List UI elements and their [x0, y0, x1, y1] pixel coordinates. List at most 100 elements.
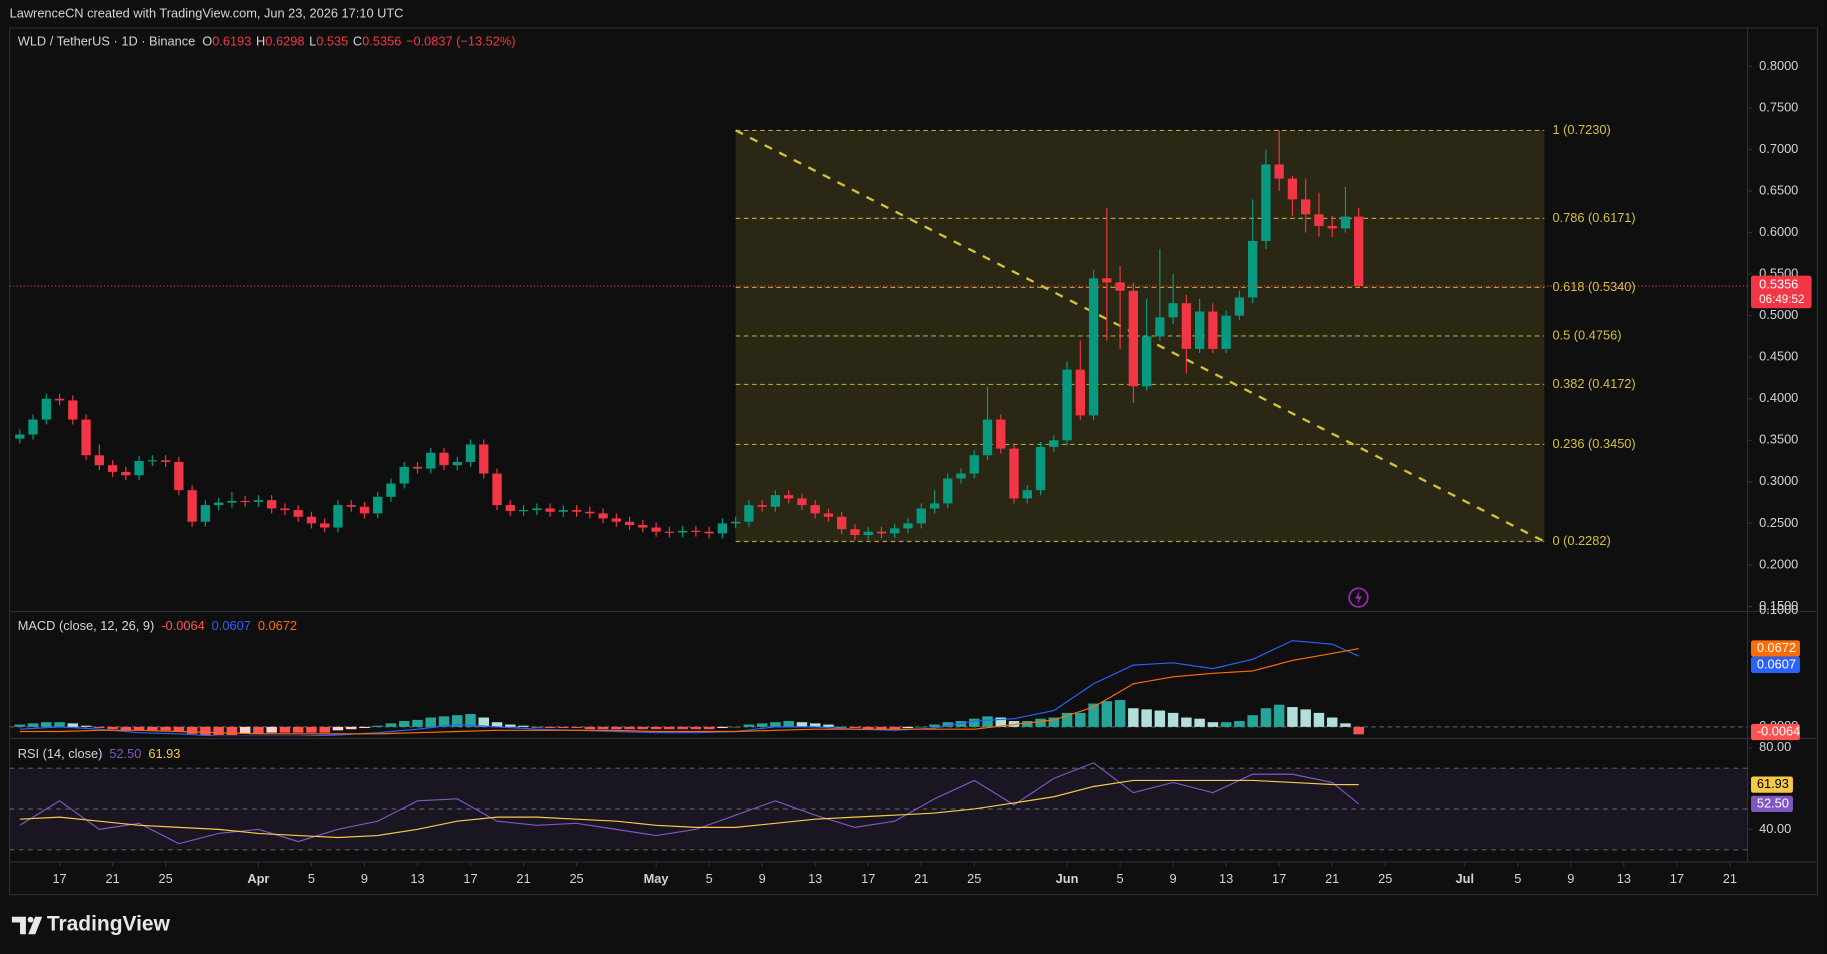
candle-body: [346, 505, 356, 507]
candle-body: [1327, 225, 1337, 229]
x-tick-label: Apr: [247, 871, 269, 886]
candle-body: [240, 500, 250, 503]
axis-value: -0.0064: [1757, 723, 1800, 738]
candle-body: [1128, 290, 1139, 387]
fib-label: 0.382 (0.4172): [1552, 376, 1635, 391]
macd-histogram-bar: [942, 722, 953, 727]
macd-histogram-bar: [876, 726, 887, 730]
rsi-value: 61.93: [1757, 776, 1789, 791]
macd-histogram-bar: [491, 722, 503, 727]
x-tick-label: 21: [516, 871, 530, 886]
candle-body: [624, 521, 635, 526]
macd-histogram-bar: [584, 726, 596, 730]
x-tick-label: 13: [808, 871, 822, 886]
macd-histogram-bar: [1035, 718, 1046, 727]
alert-icon[interactable]: [1348, 587, 1369, 608]
macd-histogram-bar: [717, 726, 728, 729]
candle-body: [797, 498, 807, 506]
macd-histogram-bar: [664, 726, 675, 730]
x-tick-label: 25: [159, 871, 173, 886]
candle-body: [996, 419, 1006, 449]
last-price-box: [1751, 275, 1812, 309]
macd-line: [19, 648, 1359, 735]
y-tick-label: 0.6000: [1759, 224, 1798, 239]
legend-text: 0.535: [316, 33, 348, 48]
candle-body: [598, 513, 608, 519]
macd-histogram-bar: [809, 723, 821, 727]
macd-histogram-bar: [1022, 721, 1033, 727]
macd-histogram-bar: [1313, 712, 1325, 727]
legend-text: H: [256, 33, 265, 48]
candle-body: [810, 505, 820, 514]
candle-body: [664, 531, 675, 533]
fib-label: 0 (0.2282): [1552, 533, 1610, 548]
x-tick-label: 13: [1617, 871, 1631, 886]
macd-histogram-bar: [611, 726, 622, 730]
macd-histogram-bar: [703, 726, 715, 730]
macd-histogram-bar: [862, 726, 874, 730]
axis-value-box: [1751, 640, 1800, 657]
macd-histogram-bar: [306, 726, 317, 733]
macd-histogram-bar: [385, 723, 397, 727]
macd-pane: [9, 640, 1748, 737]
macd-histogram-bar: [94, 726, 105, 729]
candle-body: [1208, 311, 1218, 349]
x-tick-label: 5: [308, 871, 315, 886]
macd-histogram-bar: [624, 726, 635, 730]
candle-body: [757, 505, 767, 507]
candle-body: [890, 528, 900, 534]
x-tick-label: 17: [1670, 871, 1684, 886]
x-tick-label: 25: [569, 871, 583, 886]
candle-body: [439, 452, 449, 466]
axis-value: 0.0672: [1757, 640, 1796, 655]
fib-label: 1 (0.7230): [1552, 122, 1610, 137]
candle-body: [373, 496, 383, 514]
candle-body: [293, 510, 303, 517]
macd-histogram-bar: [1300, 709, 1311, 727]
y-tick-label: 0.8000: [1759, 58, 1798, 73]
y-tick-label: 0.4000: [1759, 390, 1798, 405]
candle-body: [320, 523, 330, 528]
candle-body: [823, 513, 834, 517]
candle-body: [1221, 315, 1231, 349]
macd-histogram-bar: [120, 726, 132, 731]
macd-histogram-bar: [690, 726, 702, 730]
candle-body: [465, 444, 476, 462]
legend-text: WLD / TetherUS · 1D · Binance: [18, 33, 196, 48]
y-tick-label: 0.4500: [1759, 349, 1798, 364]
macd-histogram-bar: [783, 721, 794, 727]
candle-body: [41, 398, 51, 420]
macd-histogram-bar: [147, 726, 158, 731]
candle-body: [81, 419, 91, 456]
candle-body: [280, 508, 290, 511]
price-pane: [9, 129, 1748, 543]
candle-body: [426, 452, 436, 469]
candle-body: [492, 473, 502, 506]
x-tick-label: 17: [463, 871, 477, 886]
macd-histogram-bar: [902, 726, 914, 729]
candle-body: [744, 505, 754, 522]
rsi-tick-label: 80.00: [1759, 739, 1791, 754]
macd-histogram-bar: [1220, 722, 1232, 727]
candle-body: [558, 510, 568, 512]
legend-text: 0.6193: [212, 33, 251, 48]
y-tick-label: 0.5000: [1759, 307, 1798, 322]
candle-body: [1115, 282, 1125, 291]
chart-frame: [9, 27, 1818, 896]
candle-body: [28, 419, 38, 435]
x-tick-label: 5: [1514, 871, 1521, 886]
x-tick-label: 21: [1723, 871, 1737, 886]
macd-histogram-bar: [412, 719, 423, 727]
legend-text: C: [353, 33, 362, 48]
rsi-line: [19, 762, 1360, 845]
macd-histogram-bar: [823, 724, 834, 727]
x-tick-label: 17: [52, 871, 66, 886]
y-tick-label: 0.3000: [1759, 473, 1798, 488]
candle-body: [121, 471, 131, 476]
y-tick-label: 0.2000: [1759, 556, 1798, 571]
candle-body: [68, 400, 78, 420]
macd-histogram-bar: [1061, 712, 1073, 727]
x-tick-label: 21: [1325, 871, 1339, 886]
candle-body: [147, 460, 158, 462]
legend-text: MACD (close, 12, 26, 9): [18, 618, 155, 633]
